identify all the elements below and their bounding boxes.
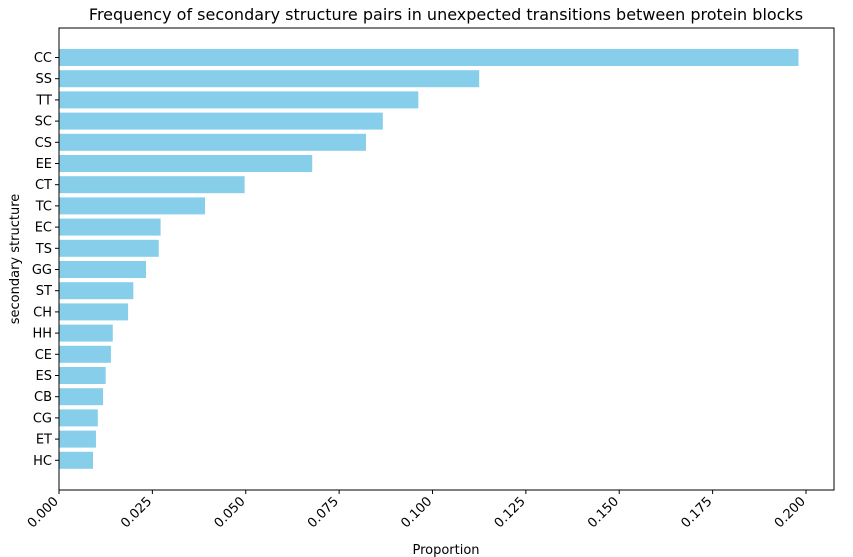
- y-axis-label: secondary structure: [8, 194, 23, 325]
- y-tick-label: CS: [35, 136, 52, 151]
- bars-group: [59, 49, 799, 469]
- x-tick-label: 0.150: [585, 494, 622, 531]
- x-tick-label: 0.025: [118, 494, 155, 531]
- bar-ss: [59, 70, 480, 88]
- plot-frame: [58, 27, 835, 491]
- x-tick-label: 0.075: [305, 494, 342, 531]
- x-tick-label: 0.050: [212, 494, 249, 531]
- bar-es: [59, 367, 106, 384]
- x-tick-label: 0.175: [679, 494, 716, 531]
- y-tick-label: CT: [35, 178, 52, 193]
- x-axis-ticks: 0.000 0.025 0.050 0.075 0.100 0.125 0.150 0.175…: [25, 490, 809, 531]
- bar-hh: [59, 324, 113, 342]
- bar-tc: [59, 197, 206, 215]
- bar-cb: [59, 388, 104, 406]
- x-tick-label: 0.000: [25, 494, 62, 531]
- x-tick-label: 0.125: [492, 494, 529, 531]
- bar-sc: [59, 112, 383, 130]
- bar-hc: [59, 451, 93, 469]
- y-tick-label: CG: [33, 411, 52, 426]
- bar-ce: [59, 345, 111, 363]
- x-axis-label: Proportion: [412, 543, 479, 557]
- bar-cs: [59, 133, 367, 151]
- y-tick-label: TT: [35, 93, 52, 108]
- y-tick-label: TC: [35, 199, 52, 214]
- bar-st: [59, 282, 134, 300]
- y-tick-label: HH: [32, 327, 52, 342]
- y-tick-label: CH: [33, 305, 52, 320]
- y-tick-label: EE: [36, 157, 52, 172]
- bar-ee: [59, 155, 313, 172]
- bar-ch: [59, 303, 129, 321]
- bar-ct: [59, 176, 245, 194]
- y-tick-label: ES: [36, 369, 52, 384]
- bar-ec: [59, 218, 161, 236]
- x-tick-label: 0.200: [772, 494, 809, 531]
- chart-title: Frequency of secondary structure pairs i…: [89, 5, 803, 24]
- bar-cc: [59, 49, 799, 66]
- y-tick-label: TS: [35, 242, 52, 257]
- bar-gg: [59, 261, 147, 278]
- bar-tt: [59, 91, 419, 109]
- y-tick-label: CC: [34, 51, 52, 66]
- bar-ts: [59, 239, 159, 257]
- bar-et: [59, 430, 96, 448]
- y-tick-label: ST: [36, 284, 52, 299]
- y-tick-label: HC: [33, 454, 52, 469]
- y-tick-label: EC: [35, 221, 52, 236]
- y-tick-label: CE: [35, 348, 52, 363]
- y-axis-ticks: CC SS TT SC CS EE CT TC EC TS GG ST CH HH CE ES CB CG ET HC: [32, 51, 59, 469]
- y-tick-label: ET: [36, 433, 52, 448]
- x-tick-label: 0.100: [398, 494, 435, 531]
- y-tick-label: SC: [35, 115, 52, 130]
- y-tick-label: CB: [34, 390, 52, 405]
- y-tick-label: SS: [35, 72, 52, 87]
- y-tick-label: GG: [32, 263, 52, 278]
- bar-cg: [59, 409, 98, 427]
